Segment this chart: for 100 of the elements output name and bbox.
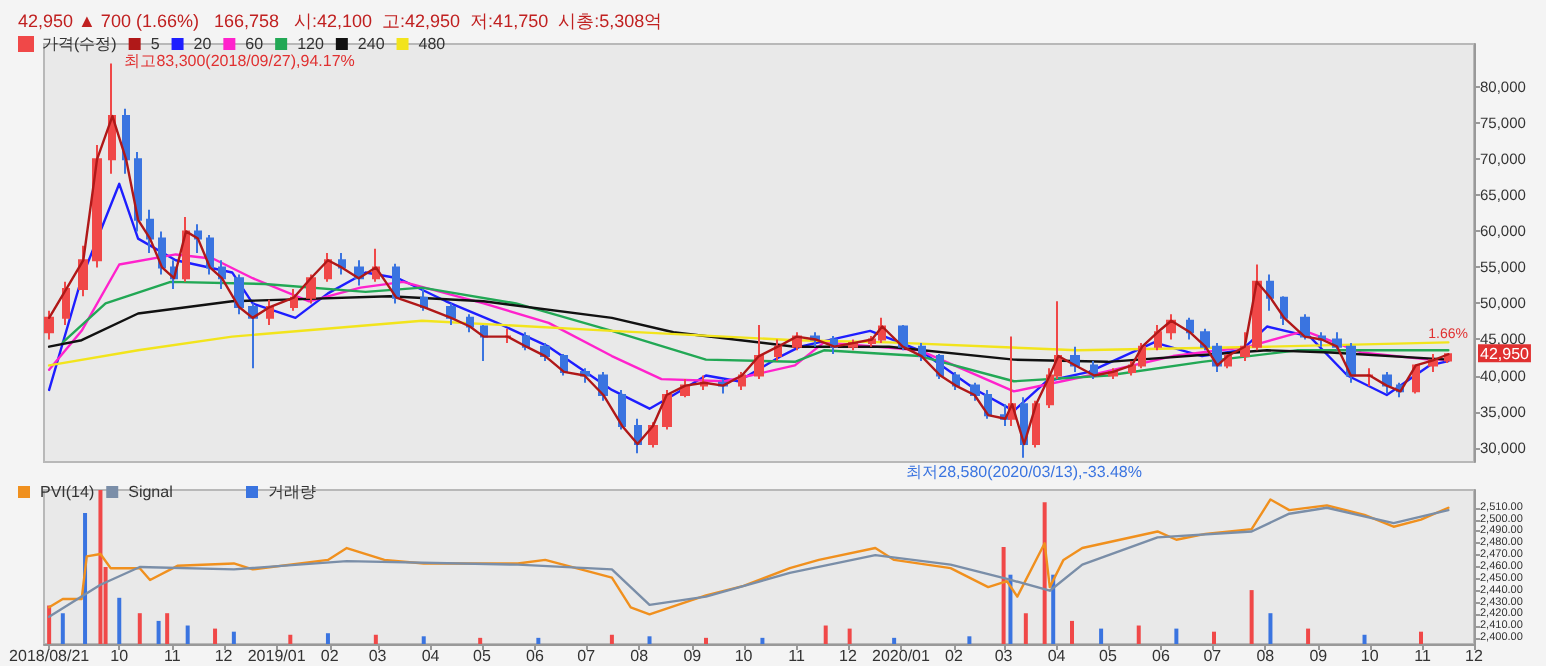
- bar: [1008, 574, 1013, 644]
- legend-label: 240: [357, 35, 386, 53]
- bar: [231, 631, 236, 644]
- candlestick: [182, 215, 190, 283]
- bar: [967, 636, 972, 644]
- x-tick-label: 08: [1256, 647, 1276, 665]
- x-tick-label: 02: [945, 647, 964, 665]
- candlestick: [754, 324, 764, 381]
- candlestick: [970, 381, 980, 402]
- legend-label: 거래량: [268, 483, 316, 501]
- candlestick: [648, 421, 658, 449]
- bar: [185, 625, 190, 644]
- candlestick: [146, 208, 154, 254]
- candlestick: [108, 62, 116, 175]
- x-tick-label: 07: [577, 647, 597, 665]
- bar: [137, 613, 142, 644]
- bar: [1136, 625, 1141, 644]
- x-tick-label: 03: [368, 647, 388, 665]
- candlestick: [598, 370, 608, 402]
- legend-label: 120: [297, 35, 325, 53]
- bar: [1070, 620, 1075, 644]
- legend-label: Signal: [128, 483, 174, 501]
- x-tick-label: 10: [1360, 647, 1380, 665]
- bar: [1212, 631, 1216, 644]
- x-tick-label: 06: [1152, 647, 1171, 665]
- bar: [1099, 628, 1104, 644]
- candlestick: [446, 302, 456, 327]
- candlestick: [936, 352, 944, 381]
- x-tick-label: 10: [734, 647, 754, 665]
- bar: [1249, 590, 1254, 644]
- bar: [373, 634, 378, 644]
- candlestick: [420, 288, 428, 312]
- x-tick-label: 12: [839, 647, 858, 665]
- x-tick-label: 2018/08/21: [9, 647, 91, 665]
- x-tick-label: 10: [110, 647, 130, 665]
- candlestick: [134, 151, 142, 233]
- bar: [647, 636, 652, 644]
- x-tick-label: 04: [1047, 647, 1067, 665]
- candlestick: [290, 288, 298, 312]
- bar: [609, 634, 614, 644]
- bar: [536, 637, 541, 644]
- x-tick-label: 2019/01: [247, 647, 307, 665]
- bar: [478, 637, 483, 644]
- bar: [1418, 631, 1423, 644]
- x-tick-label: 08: [630, 647, 650, 665]
- bar: [156, 620, 161, 644]
- bar: [823, 625, 828, 644]
- candlestick: [62, 280, 70, 327]
- candlestick: [662, 388, 672, 431]
- candlestick: [618, 388, 626, 431]
- candlestick: [1186, 316, 1194, 341]
- legend-label: 20: [193, 35, 213, 53]
- bar: [117, 597, 122, 644]
- x-tick-label: 05: [472, 647, 492, 665]
- annotation: 42,950: [1480, 345, 1531, 364]
- candlestick: [392, 262, 400, 305]
- x-tick-label: 04: [421, 647, 441, 665]
- bar: [892, 637, 897, 644]
- candlestick: [1300, 313, 1310, 341]
- x-tick-label: 12: [1465, 647, 1484, 665]
- legend-label: 480: [418, 35, 447, 53]
- bar: [1268, 613, 1273, 644]
- x-tick-label: 11: [163, 647, 182, 665]
- candlestick: [234, 273, 244, 316]
- candlestick: [206, 233, 214, 276]
- x-tick-label: 02: [320, 647, 340, 665]
- bar: [325, 633, 330, 644]
- candlestick: [1154, 324, 1162, 352]
- bar: [1001, 546, 1006, 644]
- candlestick: [92, 143, 102, 269]
- bar: [1306, 628, 1311, 644]
- legend-label: 60: [245, 35, 265, 53]
- candlestick: [122, 107, 130, 175]
- candlestick: [338, 252, 346, 276]
- x-tick-label: 03: [994, 647, 1014, 665]
- candlestick: [774, 338, 782, 363]
- x-tick-label: 09: [683, 647, 703, 665]
- bar: [847, 628, 852, 644]
- bar: [760, 637, 765, 644]
- bar: [98, 490, 103, 644]
- bar: [47, 605, 52, 644]
- x-tick-label: 06: [526, 647, 545, 665]
- x-tick-label: 09: [1309, 647, 1329, 665]
- x-tick-label: 12: [214, 647, 234, 665]
- bar: [703, 637, 708, 644]
- legend-label: 5: [150, 35, 161, 53]
- bar: [165, 613, 170, 644]
- candlestick: [266, 298, 274, 327]
- candlestick: [898, 324, 908, 352]
- candlestick: [44, 309, 54, 341]
- bar: [421, 636, 426, 644]
- candlestick: [218, 259, 226, 291]
- candlestick: [194, 223, 202, 254]
- bar: [213, 628, 218, 644]
- candlestick: [306, 273, 316, 305]
- candlestick: [918, 342, 926, 363]
- candlestick: [158, 230, 166, 276]
- bar: [1362, 634, 1367, 644]
- annotation: 최저28,580(2020/03/13),-33.48%: [906, 462, 1142, 481]
- x-tick-label: 11: [1414, 647, 1433, 665]
